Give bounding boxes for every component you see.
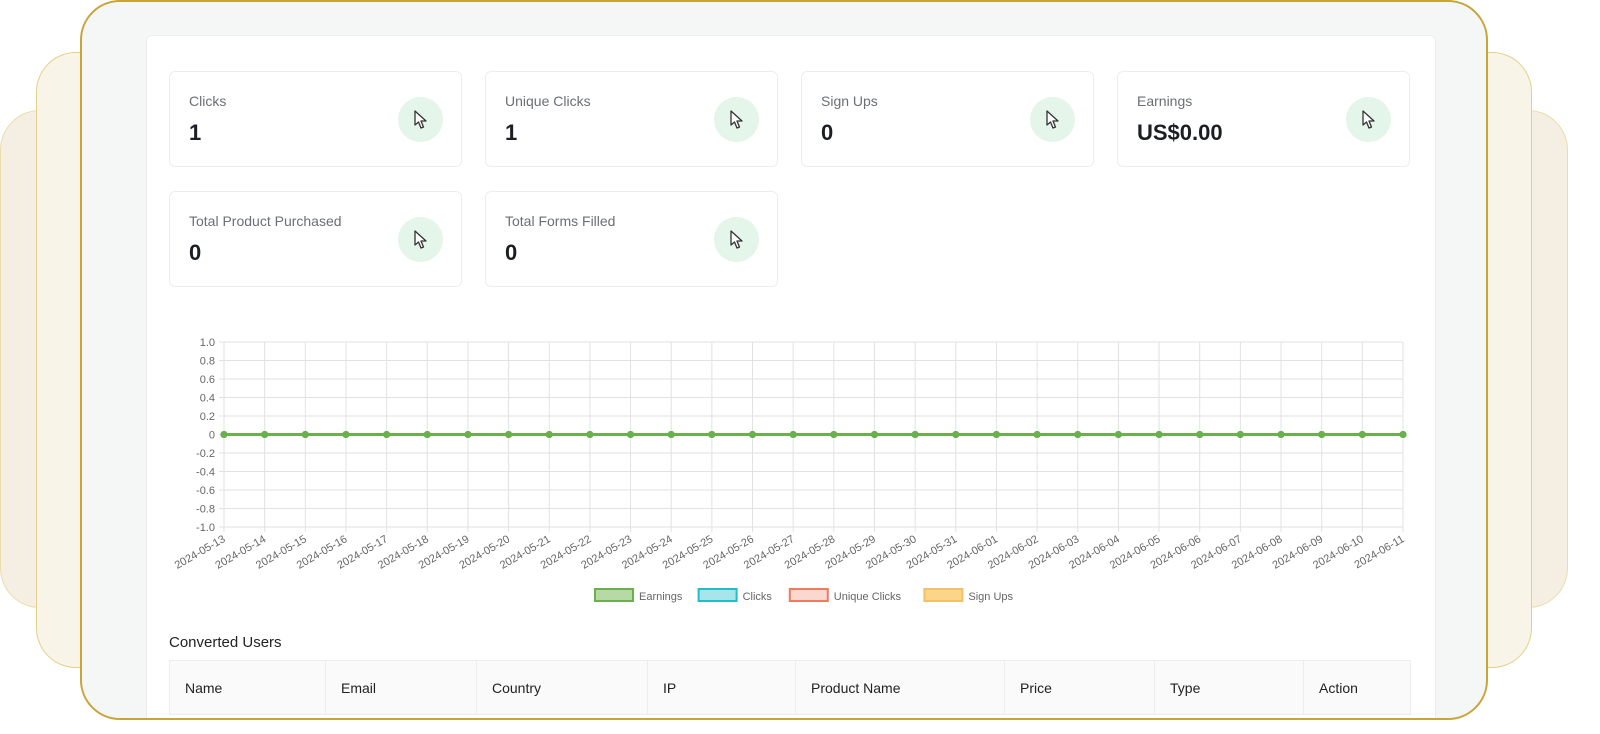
column-header: Email	[325, 660, 477, 715]
data-point	[220, 431, 228, 438]
data-point	[383, 431, 391, 438]
data-point	[1033, 431, 1041, 438]
data-point	[789, 431, 797, 438]
stat-value: 0	[821, 120, 834, 145]
stat-value: 1	[505, 120, 518, 145]
dashboard-panel: Clicks 1 Unique Clicks 1 Sign Ups 0 Earn…	[146, 35, 1436, 718]
stat-value: 0	[505, 240, 518, 265]
y-tick-label: -1.0	[196, 522, 215, 534]
data-point	[464, 431, 472, 438]
data-point	[545, 431, 553, 438]
data-point	[342, 431, 350, 438]
legend-swatch	[697, 588, 738, 602]
converted-users-table: Name Email Country IP Product Name Price Type A…	[169, 660, 1411, 715]
column-header: Product Name	[795, 660, 1005, 715]
y-tick-label: 0.6	[200, 374, 215, 386]
stat-card: Total Forms Filled 0	[485, 191, 778, 287]
column-header: Country	[476, 660, 648, 715]
stat-label: Clicks	[189, 93, 227, 109]
legend-swatch	[923, 588, 964, 602]
data-point	[627, 431, 635, 438]
y-tick-label: 1.0	[200, 337, 215, 349]
data-point	[505, 431, 513, 438]
data-point	[1196, 431, 1204, 438]
data-point	[1358, 431, 1366, 438]
legend-swatch	[594, 588, 634, 602]
y-tick-label: 0.2	[200, 411, 215, 423]
data-point	[1236, 431, 1244, 438]
column-header: Name	[169, 660, 326, 715]
cursor-icon	[1346, 97, 1391, 142]
data-point	[911, 431, 919, 438]
stat-label: Sign Ups	[821, 93, 878, 109]
cursor-icon	[714, 217, 759, 262]
data-point	[301, 431, 309, 438]
line-chart: 1.00.80.60.40.20-0.2-0.4-0.6-0.8-1.02024…	[173, 337, 1407, 603]
y-tick-label: 0.4	[200, 393, 215, 405]
data-point	[1277, 431, 1285, 438]
y-tick-label: 0.8	[200, 356, 215, 368]
data-point	[667, 431, 675, 438]
data-point	[870, 431, 878, 438]
y-tick-label: -0.4	[196, 467, 215, 479]
stat-card: Sign Ups 0	[801, 71, 1094, 167]
data-point	[586, 431, 594, 438]
converted-users-title: Converted Users	[169, 634, 282, 651]
column-header: IP	[647, 660, 796, 715]
cursor-icon	[398, 97, 443, 142]
cursor-icon	[714, 97, 759, 142]
data-point	[423, 431, 431, 438]
column-header: Action	[1303, 660, 1411, 715]
data-point	[749, 431, 757, 438]
stat-label: Earnings	[1137, 93, 1193, 109]
column-header: Type	[1154, 660, 1304, 715]
legend-swatch	[788, 588, 829, 602]
cursor-icon	[1030, 97, 1075, 142]
data-point	[952, 431, 960, 438]
stat-value: 0	[189, 240, 202, 265]
legend-label: Earnings	[639, 591, 683, 603]
stat-label: Total Product Purchased	[189, 213, 342, 229]
app-window: Clicks 1 Unique Clicks 1 Sign Ups 0 Earn…	[80, 0, 1488, 720]
stat-card: Clicks 1	[169, 71, 462, 167]
stat-value: US$0.00	[1137, 120, 1223, 145]
data-point	[1318, 431, 1326, 438]
legend-label: Clicks	[743, 591, 773, 603]
column-header: Price	[1004, 660, 1155, 715]
stat-label: Unique Clicks	[505, 93, 591, 109]
stat-card: Unique Clicks 1	[485, 71, 778, 167]
legend-label: Sign Ups	[968, 591, 1013, 603]
y-tick-label: 0	[209, 430, 215, 442]
data-point	[1155, 431, 1163, 438]
data-point	[708, 431, 716, 438]
stat-value: 1	[189, 120, 202, 145]
y-tick-label: -0.2	[196, 448, 215, 460]
stat-card: Total Product Purchased 0	[169, 191, 462, 287]
data-point	[1399, 431, 1407, 438]
cursor-icon	[398, 217, 443, 262]
data-point	[830, 431, 838, 438]
y-tick-label: -0.8	[196, 504, 215, 516]
data-point	[1114, 431, 1122, 438]
legend-label: Unique Clicks	[834, 591, 902, 603]
data-point	[261, 431, 269, 438]
stat-card: Earnings US$0.00	[1117, 71, 1410, 167]
data-point	[1074, 431, 1082, 438]
stat-label: Total Forms Filled	[505, 213, 616, 229]
data-point	[992, 431, 1000, 438]
y-tick-label: -0.6	[196, 485, 215, 497]
